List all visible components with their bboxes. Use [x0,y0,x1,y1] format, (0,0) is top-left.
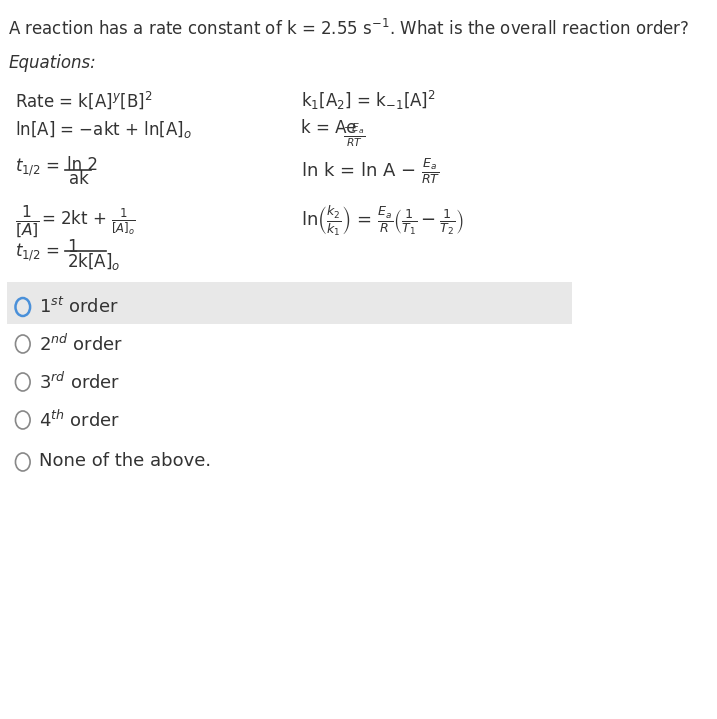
Text: None of the above.: None of the above. [39,452,212,470]
Text: ak: ak [69,170,89,188]
Text: $\frac{1}{[A]}$: $\frac{1}{[A]}$ [14,204,39,242]
Text: Rate = k[A]$^y$[B]$^2$: Rate = k[A]$^y$[B]$^2$ [14,89,152,111]
Text: ln 2: ln 2 [67,156,98,174]
Text: 1: 1 [67,238,77,256]
Text: 3$^{rd}$ order: 3$^{rd}$ order [39,372,120,393]
Text: 1$^{st}$ order: 1$^{st}$ order [39,297,119,317]
FancyBboxPatch shape [6,282,572,324]
Text: Equations:: Equations: [8,54,96,72]
Text: 2$^{nd}$ order: 2$^{nd}$ order [39,334,123,355]
Text: = 2kt + $\frac{1}{[A]_o}$: = 2kt + $\frac{1}{[A]_o}$ [41,207,136,237]
Text: ln[A] = $-$akt + ln[A]$_o$: ln[A] = $-$akt + ln[A]$_o$ [14,119,191,140]
Text: k = Ae: k = Ae [301,119,356,137]
Text: $t_{1/2}$ =: $t_{1/2}$ = [14,156,60,178]
Text: $t_{1/2}$ =: $t_{1/2}$ = [14,241,60,262]
Text: ln$\left(\frac{k_2}{k_1}\right)$ = $\frac{E_a}{R}$$\left(\frac{1}{T_1} - \frac{1: ln$\left(\frac{k_2}{k_1}\right)$ = $\fra… [301,204,464,238]
Text: ln k = ln A $-$ $\frac{E_a}{RT}$: ln k = ln A $-$ $\frac{E_a}{RT}$ [301,156,440,186]
Text: $\frac{-E_a}{RT}$: $\frac{-E_a}{RT}$ [343,122,366,150]
Text: 4$^{th}$ order: 4$^{th}$ order [39,410,120,431]
Text: k$_1$[A$_2$] = k$_{-1}$[A]$^2$: k$_1$[A$_2$] = k$_{-1}$[A]$^2$ [301,89,436,112]
Text: A reaction has a rate constant of k = 2.55 s$^{-1}$. What is the overall reactio: A reaction has a rate constant of k = 2.… [8,19,690,39]
Text: 2k[A]$_o$: 2k[A]$_o$ [67,251,120,272]
